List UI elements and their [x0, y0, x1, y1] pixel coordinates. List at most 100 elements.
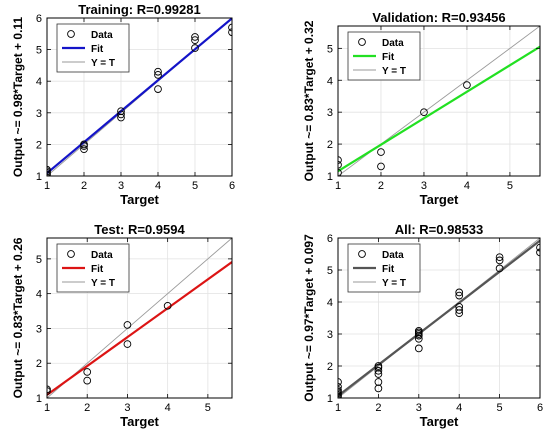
x-tick-label: 2 — [84, 402, 90, 414]
x-axis-label: Target — [420, 192, 459, 207]
x-tick-label: 3 — [124, 402, 130, 414]
y-tick-label: 6 — [327, 233, 333, 245]
data-point — [374, 362, 383, 370]
legend-data-marker — [67, 250, 75, 258]
axes-frame — [46, 237, 233, 399]
data-point — [123, 321, 132, 329]
chart-panel: 1 2 3 4 5 1 2 3 4 5 Validation: R=0.93456 Target Out… — [302, 10, 541, 207]
x-tick-label: 1 — [44, 180, 50, 192]
data-point — [83, 376, 92, 385]
chart-panel: 1 2 3 4 5 1 2 3 4 5 Test: R=0.9594 Target Output ~= … — [11, 222, 233, 429]
y-tick-label: 4 — [36, 289, 42, 301]
y-tick-label: 1 — [327, 171, 333, 183]
data-point — [191, 33, 199, 41]
x-tick-label: 5 — [507, 180, 513, 192]
chart-title: Test: R=0.9594 — [94, 222, 185, 237]
x-tick-label: 4 — [456, 402, 462, 414]
y-tick-label: 4 — [327, 297, 333, 309]
fit-line — [338, 45, 540, 173]
data-point — [377, 162, 385, 171]
chart-title: Training: R=0.99281 — [78, 2, 200, 17]
data-point — [374, 366, 383, 375]
x-axis-label: Target — [420, 414, 459, 429]
x-tick-label: 1 — [335, 180, 341, 192]
y-tick-label: 2 — [36, 358, 42, 370]
data-point — [228, 28, 232, 37]
data-point — [154, 85, 162, 93]
data-point — [463, 81, 471, 89]
data-point — [154, 67, 162, 76]
fit-line — [338, 239, 540, 397]
legend-data-label: Data — [382, 38, 404, 49]
data-point — [455, 306, 464, 314]
data-point — [83, 368, 92, 376]
data-point — [191, 44, 199, 52]
legend-identity-label: Y = T — [382, 66, 406, 77]
y-tick-label: 3 — [327, 329, 333, 341]
data-point — [495, 256, 504, 265]
x-tick-label: 6 — [229, 180, 235, 192]
x-tick-label: 5 — [192, 180, 198, 192]
x-axis-label: Target — [120, 414, 159, 429]
plot-area — [47, 18, 232, 176]
data-point — [123, 340, 132, 348]
y-tick-label: 1 — [36, 171, 42, 183]
data-point — [377, 148, 385, 156]
legend: Data Fit Y = T — [56, 23, 130, 73]
y-tick-label: 1 — [327, 393, 333, 405]
fit-line — [47, 261, 232, 396]
data-point — [455, 288, 464, 297]
data-point — [117, 107, 125, 116]
legend-identity-label: Y = T — [382, 278, 406, 289]
axes-frame — [337, 237, 541, 399]
chart-title: Validation: R=0.93456 — [372, 10, 505, 25]
x-tick-label: 1 — [44, 402, 50, 414]
x-tick-label: 6 — [537, 402, 543, 414]
chart-panel: 1 2 3 4 5 6 1 2 3 4 5 6 Training: R=0.99281 Target Out… — [11, 2, 235, 207]
x-tick-label: 2 — [375, 402, 381, 414]
y-tick-label: 2 — [327, 361, 333, 373]
y-tick-label: 3 — [327, 107, 333, 119]
data-point — [47, 165, 51, 174]
legend: Data Fit Y = T — [347, 31, 421, 81]
x-tick-label: 2 — [378, 180, 384, 192]
legend-fit-label: Fit — [91, 264, 104, 275]
chart-panel: 1 2 3 4 5 6 1 2 3 4 5 6 All: R=0.98533 Target Output ~… — [302, 222, 543, 429]
data-point — [117, 110, 125, 119]
x-tick-label: 5 — [497, 402, 503, 414]
axes-frame — [337, 25, 541, 177]
x-tick-label: 3 — [416, 402, 422, 414]
legend-data-label: Data — [91, 250, 113, 261]
data-point — [191, 36, 199, 44]
legend-fit-label: Fit — [382, 52, 395, 63]
x-tick-label: 3 — [421, 180, 427, 192]
identity-line — [47, 238, 232, 398]
data-point — [163, 301, 172, 310]
y-tick-label: 5 — [327, 265, 333, 277]
legend-data-marker — [358, 250, 366, 258]
y-tick-label: 6 — [36, 13, 42, 25]
data-point — [374, 378, 383, 386]
y-tick-label: 5 — [36, 254, 42, 266]
y-tick-label: 4 — [327, 75, 333, 87]
legend-data-label: Data — [382, 250, 404, 261]
y-tick-label: 3 — [36, 108, 42, 120]
legend: Data Fit Y = T — [347, 243, 421, 293]
y-axis-label: Output ~= 0.98*Target + 0.11 — [11, 17, 25, 178]
x-tick-label: 4 — [155, 180, 161, 192]
legend-data-marker — [358, 38, 366, 46]
data-point — [117, 113, 125, 122]
data-point — [414, 326, 423, 335]
legend-fit-label: Fit — [382, 264, 395, 275]
y-tick-label: 2 — [327, 139, 333, 151]
plot-area — [47, 238, 232, 398]
data-point — [455, 302, 464, 311]
legend-identity-label: Y = T — [91, 278, 115, 289]
y-tick-label: 4 — [36, 76, 42, 88]
x-tick-label: 1 — [335, 402, 341, 414]
x-tick-label: 2 — [81, 180, 87, 192]
y-axis-label: Output ~= 0.83*Target + 0.26 — [11, 237, 25, 398]
y-tick-label: 2 — [36, 139, 42, 151]
legend-fit-label: Fit — [91, 44, 104, 55]
